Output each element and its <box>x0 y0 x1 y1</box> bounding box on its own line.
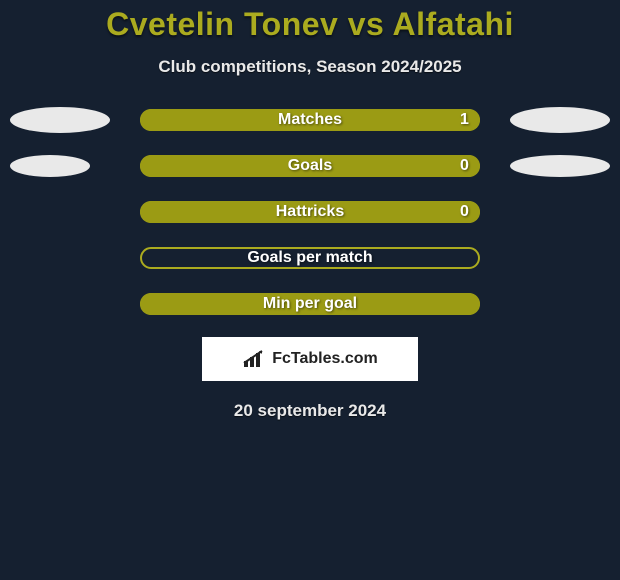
ellipse-left <box>10 107 110 133</box>
bar-value-right: 0 <box>460 201 480 223</box>
ellipse-left <box>10 155 90 177</box>
comparison-chart: Matches1Goals0Hattricks0Goals per matchM… <box>0 109 620 315</box>
date-text: 20 september 2024 <box>234 401 386 421</box>
bar-label: Goals <box>140 155 480 177</box>
stat-row: Matches1 <box>0 109 620 131</box>
page-title: Cvetelin Tonev vs Alfatahi <box>106 6 514 43</box>
bar-label: Hattricks <box>140 201 480 223</box>
stat-row: Goals per match <box>0 247 620 269</box>
logo-card: FcTables.com <box>202 337 418 381</box>
bar-label: Min per goal <box>140 293 480 315</box>
stat-row: Hattricks0 <box>0 201 620 223</box>
page-subtitle: Club competitions, Season 2024/2025 <box>158 57 461 77</box>
logo-text: FcTables.com <box>272 350 378 368</box>
ellipse-right <box>510 107 610 133</box>
bar-label: Goals per match <box>140 247 480 269</box>
stat-row: Goals0 <box>0 155 620 177</box>
bar-value-right: 0 <box>460 155 480 177</box>
stat-row: Min per goal <box>0 293 620 315</box>
bar-label: Matches <box>140 109 480 131</box>
bar-value-right: 1 <box>460 109 480 131</box>
page-wrap: Cvetelin Tonev vs Alfatahi Club competit… <box>0 0 620 421</box>
bars-icon <box>242 349 266 369</box>
ellipse-right <box>510 155 610 177</box>
